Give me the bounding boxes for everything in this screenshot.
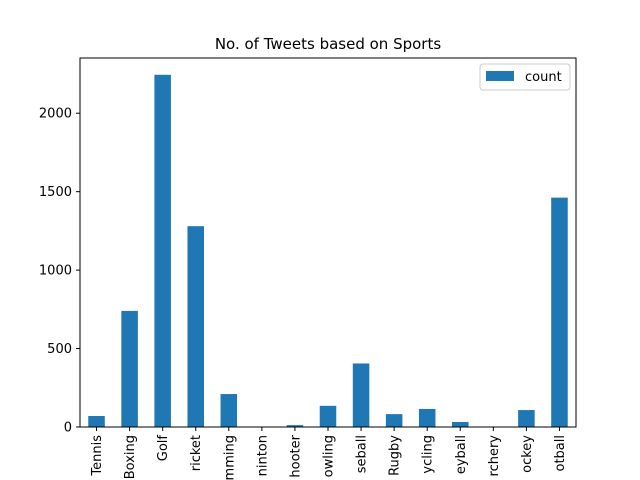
bar-shooter <box>286 425 304 427</box>
bar-bowling <box>319 405 337 427</box>
bar-tennis <box>88 416 105 427</box>
x-tick-label-cricket: ricket <box>189 435 204 471</box>
bar-baseball <box>352 363 370 427</box>
bar-rugby <box>385 414 403 427</box>
y-tick-label: 0 <box>64 421 72 436</box>
x-tick-label-rugby: Rugby <box>388 435 403 476</box>
x-tick-label-hockey: ockey <box>520 435 535 473</box>
x-tick-label-swimming: mming <box>222 435 237 480</box>
x-tick-label-football: otball <box>553 435 568 472</box>
x-tick-label-golf: Golf <box>156 435 171 462</box>
x-tick-label-baseball: seball <box>355 435 370 473</box>
bar-boxing <box>121 310 138 427</box>
legend-label: count <box>525 70 562 85</box>
x-tick-label-badminton: ninton <box>255 435 270 476</box>
x-tick-label-archery: rchery <box>487 435 502 477</box>
y-tick-label: 1000 <box>39 264 72 279</box>
x-tick-label-volleyball: eyball <box>454 435 469 474</box>
bar-swimming <box>220 394 238 427</box>
x-tick-label-boxing: Boxing <box>123 435 138 479</box>
legend: count <box>479 63 571 91</box>
x-tick-label-cycling: ycling <box>421 435 436 474</box>
legend-box <box>479 63 571 91</box>
x-tick-label-shooter: hooter <box>288 434 303 477</box>
x-tick-label-bowling: owling <box>322 435 337 477</box>
y-tick-label: 2000 <box>39 107 72 122</box>
y-tick-label: 1500 <box>39 185 72 200</box>
legend-swatch <box>486 71 514 81</box>
bar-golf <box>154 74 171 427</box>
bar-cricket <box>187 226 204 427</box>
x-tick-label-tennis: Tennis <box>90 435 105 477</box>
bar-cycling <box>418 408 436 427</box>
bar-volleyball <box>452 421 469 427</box>
bar-hockey <box>518 410 535 427</box>
chart-title: No. of Tweets based on Sports <box>215 35 442 53</box>
plot-area: 0 500 1000 1500 2000 Tennis Boxing Golf ricket mm… <box>39 57 577 480</box>
y-tick-label: 500 <box>47 342 72 357</box>
bar-football <box>551 197 568 427</box>
